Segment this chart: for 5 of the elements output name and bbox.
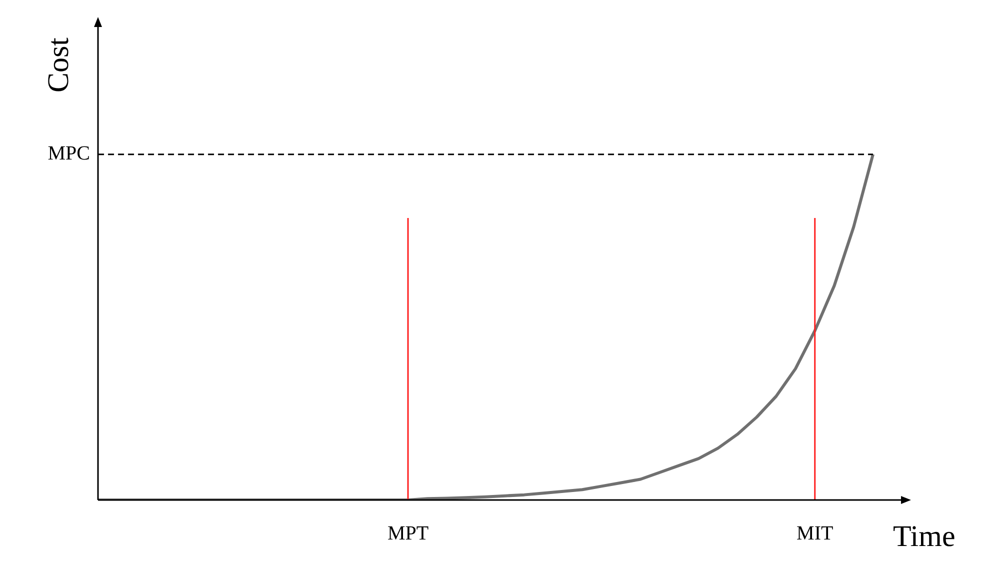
ref-line-label: MPC bbox=[48, 142, 90, 165]
x-tick-label: MPT bbox=[387, 522, 429, 544]
x-tick-label: MIT bbox=[796, 522, 834, 544]
x-axis-title: Time bbox=[893, 520, 956, 553]
y-axis-title: Cost bbox=[42, 36, 75, 93]
